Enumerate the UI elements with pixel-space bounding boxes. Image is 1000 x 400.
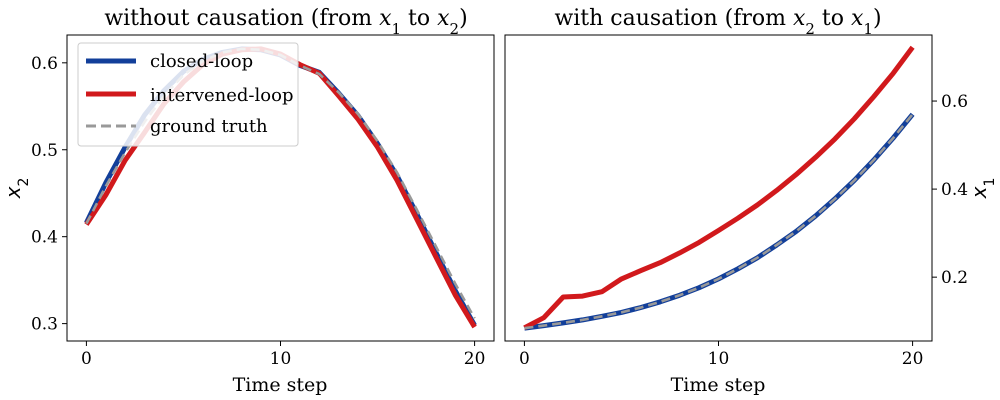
- legend-box: [77, 42, 299, 147]
- right-xtick-label: 20: [902, 349, 924, 369]
- left-axis-ticks: 0 10 20 0.3 0.4 0.5 0.6: [31, 54, 485, 369]
- right-ytick-label: 0.4: [941, 180, 968, 200]
- right-series-lines: [523, 45, 915, 331]
- right-ytick-label: 0.6: [941, 92, 968, 112]
- right-xlabel: Time step: [671, 374, 766, 396]
- left-panel: without causation (from x1 to x2) 0 10 200…: [1, 6, 495, 396]
- left-xtick-label: 0: [81, 349, 92, 369]
- legend-label-closed-loop: closed-loop: [150, 51, 253, 72]
- left-ytick-label: 0.6: [31, 54, 58, 74]
- legend: closed-loop intervened-loop ground truth: [77, 42, 299, 147]
- right-ylabel: x1: [967, 178, 998, 200]
- right-xtick-label: 0: [519, 349, 530, 369]
- left-ylabel: x2: [1, 178, 32, 200]
- left-ytick-label: 0.3: [31, 315, 58, 335]
- left-ytick-label: 0.5: [31, 141, 58, 161]
- right-panel: with causation (from x2 to x1) 0 10 200.20…: [504, 6, 998, 396]
- left-xtick-label: 20: [464, 349, 486, 369]
- legend-label-intervened-loop: intervened-loop: [150, 85, 293, 106]
- left-title: without causation (from x1 to x2): [104, 6, 467, 38]
- right-xtick-label: 10: [708, 349, 730, 369]
- right-axis-ticks: 0 10 20 0.2 0.4 0.6: [519, 92, 968, 369]
- left-xtick-label: 10: [270, 349, 292, 369]
- left-xlabel: Time step: [233, 374, 328, 396]
- left-ytick-label: 0.4: [31, 228, 58, 248]
- right-series-intervened-loop: [523, 45, 915, 331]
- legend-label-ground-truth: ground truth: [150, 116, 268, 137]
- right-ytick-label: 0.2: [941, 268, 968, 288]
- right-title: with causation (from x2 to x1): [554, 6, 881, 38]
- right-series-ground-truth: [524, 113, 914, 330]
